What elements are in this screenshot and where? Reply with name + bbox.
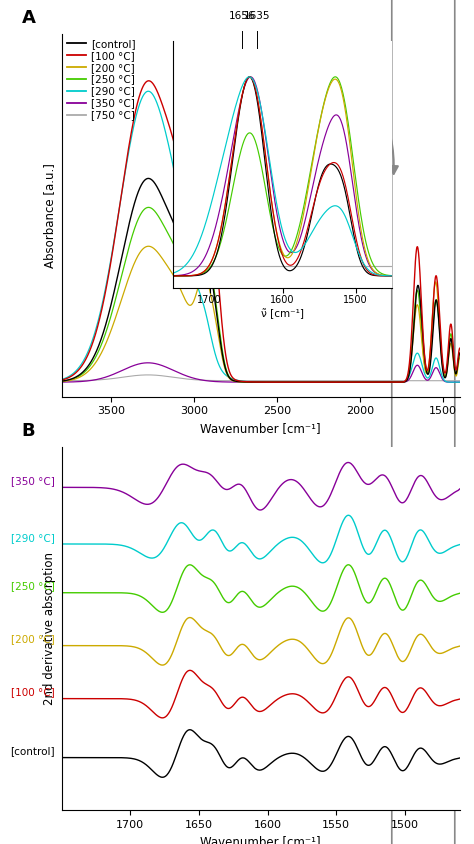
Text: [350 °C]: [350 °C] [11, 476, 55, 486]
Legend: [control], [100 °C], [200 °C], [250 °C], [290 °C], [350 °C], [750 °C]: [control], [100 °C], [200 °C], [250 °C],… [67, 39, 136, 120]
X-axis label: Wavenumber [cm⁻¹]: Wavenumber [cm⁻¹] [201, 836, 321, 844]
Text: [200 °C]: [200 °C] [11, 635, 55, 644]
Text: [100 °C]: [100 °C] [11, 687, 55, 697]
Text: B: B [22, 422, 36, 440]
Y-axis label: 2nd derivative absorption: 2nd derivative absorption [43, 552, 56, 706]
Text: [control]: [control] [10, 746, 55, 756]
X-axis label: Wavenumber [cm⁻¹]: Wavenumber [cm⁻¹] [201, 422, 321, 435]
Y-axis label: Absorbance [a.u.]: Absorbance [a.u.] [43, 163, 56, 268]
Text: [290 °C]: [290 °C] [11, 533, 55, 543]
Text: [250 °C]: [250 °C] [11, 582, 55, 592]
Text: A: A [22, 8, 36, 26]
